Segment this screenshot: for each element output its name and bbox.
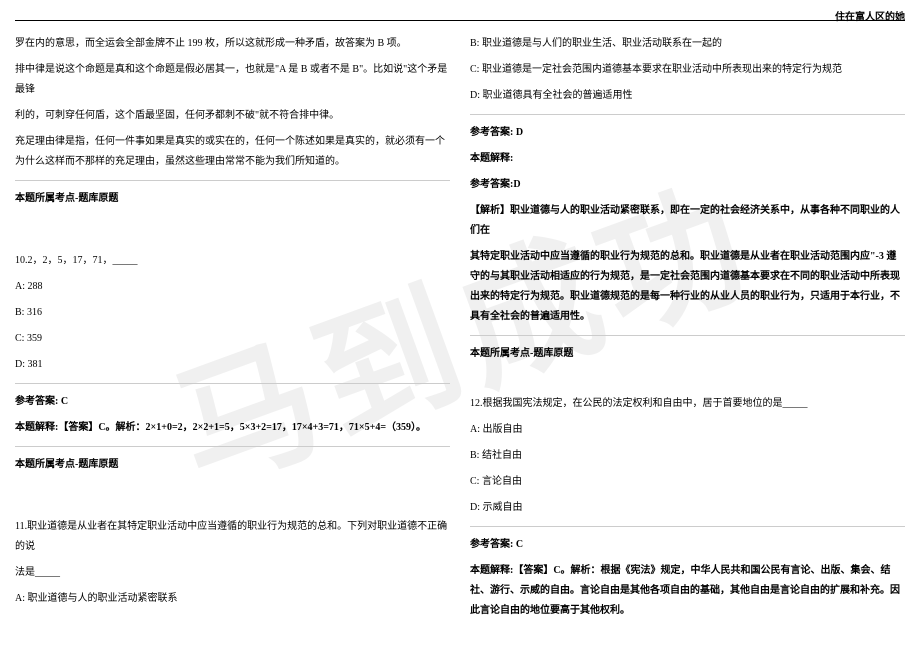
option-d: D: 示威自由: [470, 498, 905, 518]
question-11: 11.职业道德是从业者在其特定职业活动中应当遵循的职业行为规范的总和。下列对职业…: [15, 517, 450, 557]
para-text: 充足理由律是指，任何一件事如果是真实的或实在的，任何一个陈述如果是真实的，就必须…: [15, 132, 450, 172]
option-b: B: 职业道德是与人们的职业生活、职业活动联系在一起的: [470, 34, 905, 54]
divider: [470, 526, 905, 527]
answer-label: 参考答案: D: [470, 123, 905, 143]
topic-label: 本题所属考点-题库原题: [15, 455, 450, 475]
right-column: B: 职业道德是与人们的职业生活、职业活动联系在一起的 C: 职业道德是一定社会…: [470, 34, 905, 641]
explain-label: 本题解释:: [470, 149, 905, 169]
answer-label: 参考答案: C: [15, 392, 450, 412]
para-text: 罗在内的意思，而全运会全部金牌不止 199 枚，所以这就形成一种矛盾，故答案为 …: [15, 34, 450, 54]
content-columns: 罗在内的意思，而全运会全部金牌不止 199 枚，所以这就形成一种矛盾，故答案为 …: [15, 34, 905, 641]
topic-label: 本题所属考点-题库原题: [470, 344, 905, 364]
left-column: 罗在内的意思，而全运会全部金牌不止 199 枚，所以这就形成一种矛盾，故答案为 …: [15, 34, 450, 641]
divider: [15, 446, 450, 447]
header-divider: [15, 20, 905, 21]
explanation: 本题解释:【答案】C。解析：2×1+0=2，2×2+1=5，5×3+2=17，1…: [15, 418, 450, 438]
option-c: C: 言论自由: [470, 472, 905, 492]
option-a: A: 288: [15, 277, 450, 297]
question-10: 10.2，2，5，17，71，_____: [15, 251, 450, 271]
question-11-cont: 法是_____: [15, 563, 450, 583]
divider: [470, 114, 905, 115]
explanation-text: 【解析】职业道德与人的职业活动紧密联系，即在一定的社会经济关系中，从事各种不同职…: [470, 201, 905, 241]
option-b: B: 316: [15, 303, 450, 323]
option-a: A: 出版自由: [470, 420, 905, 440]
explanation-text: 其特定职业活动中应当遵循的职业行为规范的总和。职业道德是从业者在职业活动范围内应…: [470, 247, 905, 327]
option-b: B: 结社自由: [470, 446, 905, 466]
explanation: 本题解释:【答案】C。解析：根据《宪法》规定，中华人民共和国公民有言论、出版、集…: [470, 561, 905, 621]
option-a: A: 职业道德与人的职业活动紧密联系: [15, 589, 450, 609]
explain-answer: 参考答案:D: [470, 175, 905, 195]
divider: [470, 335, 905, 336]
answer-label: 参考答案: C: [470, 535, 905, 555]
option-d: D: 381: [15, 355, 450, 375]
option-d: D: 职业道德具有全社会的普遍适用性: [470, 86, 905, 106]
para-text: 利的，可刺穿任何盾，这个盾最坚固，任何矛都刺不破"就不符合排中律。: [15, 106, 450, 126]
topic-label: 本题所属考点-题库原题: [15, 189, 450, 209]
option-c: C: 职业道德是一定社会范围内道德基本要求在职业活动中所表现出来的特定行为规范: [470, 60, 905, 80]
option-c: C: 359: [15, 329, 450, 349]
divider: [15, 180, 450, 181]
para-text: 排中律是说这个命题是真和这个命题是假必居其一，也就是"A 是 B 或者不是 B"…: [15, 60, 450, 100]
divider: [15, 383, 450, 384]
question-12: 12.根据我国宪法规定，在公民的法定权利和自由中，居于首要地位的是_____: [470, 394, 905, 414]
